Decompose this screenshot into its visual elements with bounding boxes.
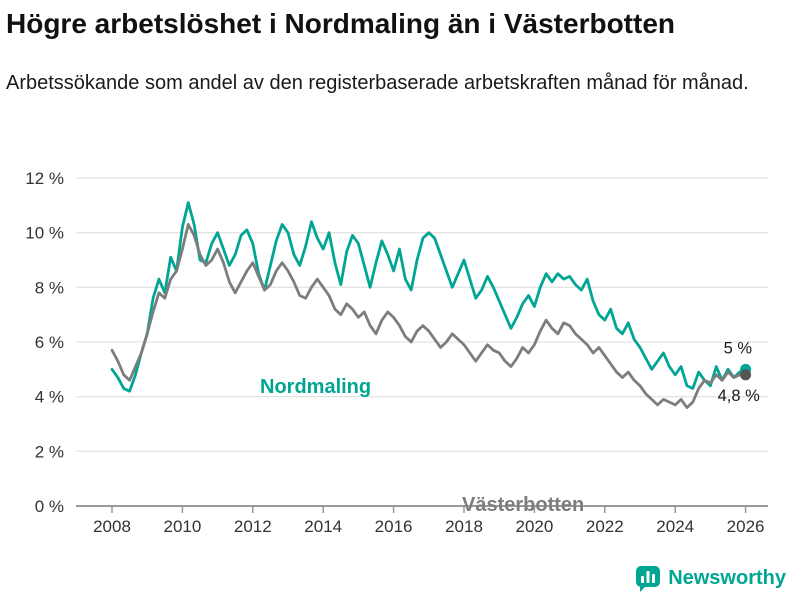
svg-text:2024: 2024 [656, 517, 694, 536]
chart-svg: 0 % 2 % 4 % 6 % 8 % 10 % 12 % 2008 2010 2012 2014… [25, 169, 768, 536]
svg-text:2016: 2016 [375, 517, 413, 536]
svg-text:0 %: 0 % [35, 497, 64, 516]
svg-text:5 %: 5 % [724, 339, 753, 357]
x-axis-labels: 2008 2010 2012 2014 2016 2018 2020 2022 2024 2026 [93, 517, 764, 536]
svg-text:8 %: 8 % [35, 278, 64, 297]
brand-logo[interactable]: Newsworthy [635, 565, 786, 592]
svg-text:12 %: 12 % [25, 169, 64, 188]
svg-text:2018: 2018 [445, 517, 483, 536]
svg-text:4,8 %: 4,8 % [718, 387, 761, 405]
svg-text:2026: 2026 [727, 517, 765, 536]
series-lines [110, 201, 747, 410]
svg-text:2012: 2012 [234, 517, 272, 536]
series-end-labels: 5 % 4,8 % [718, 339, 761, 404]
svg-text:2014: 2014 [304, 517, 342, 536]
series-label-vasterbotten: Västerbotten [462, 494, 585, 516]
svg-text:6 %: 6 % [35, 333, 64, 352]
brand-name: Newsworthy [668, 567, 786, 589]
page-subtitle: Arbetssökande som andel av den registerb… [6, 72, 749, 94]
svg-text:2010: 2010 [163, 517, 201, 536]
series-end-markers [740, 363, 752, 381]
svg-text:2 %: 2 % [35, 442, 64, 461]
gridlines [76, 177, 768, 507]
newsworthy-icon [636, 566, 661, 592]
svg-text:10 %: 10 % [25, 224, 64, 243]
y-axis-labels: 0 % 2 % 4 % 6 % 8 % 10 % 12 % [25, 169, 64, 516]
unemployment-line-chart: 0 % 2 % 4 % 6 % 8 % 10 % 12 % 2008 2010 2012 2014… [0, 158, 800, 550]
series-label-nordmaling: Nordmaling [260, 376, 372, 398]
page-title: Högre arbetslöshet i Nordmaling än i Väs… [6, 8, 676, 39]
svg-text:2020: 2020 [515, 517, 553, 536]
svg-text:2008: 2008 [93, 517, 131, 536]
svg-text:4 %: 4 % [35, 388, 64, 407]
x-axis-ticks [111, 506, 747, 513]
svg-text:2022: 2022 [586, 517, 624, 536]
